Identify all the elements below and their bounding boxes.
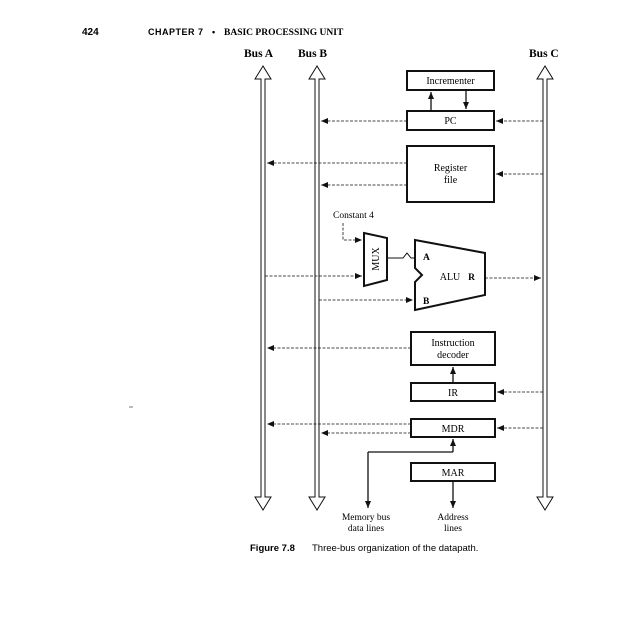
constant-4-label: Constant 4 (333, 211, 374, 221)
page-number: 424 (82, 27, 99, 38)
alu-label: ALU (440, 272, 461, 283)
mux-block (363, 231, 388, 288)
alu-block (414, 238, 486, 312)
bus-a (254, 65, 272, 511)
bus-a-label: Bus A (244, 48, 274, 60)
figure-caption-number: Figure 7.8 (250, 543, 295, 554)
mux-to-alu-a-line (387, 252, 415, 259)
register-file-label-line2: file (444, 175, 458, 186)
mdr-label: MDR (442, 424, 465, 435)
bus-b (308, 65, 326, 511)
pc-label: PC (444, 116, 457, 127)
constant-4-to-mux-line (342, 223, 362, 243)
alu-input-a-label: A (423, 253, 430, 263)
bus-b-label: Bus B (298, 48, 327, 60)
bus-c-label: Bus C (529, 48, 559, 60)
mdr-register (410, 418, 496, 438)
mux-label: MUX (371, 247, 382, 271)
mar-label: MAR (442, 468, 465, 479)
instruction-decoder-block (410, 331, 496, 366)
address-lines-label-line1: Address (437, 513, 468, 523)
register-file-label-line1: Register (434, 163, 468, 174)
instruction-decoder-label-line2: decoder (437, 350, 469, 361)
chapter-label: CHAPTER 7 (148, 27, 204, 37)
incrementer-label: Incrementer (426, 76, 475, 87)
header-separator: • (212, 27, 216, 37)
figure-caption-text: Three-bus organization of the datapath. (312, 543, 478, 554)
memory-bus-label-line2: data lines (348, 524, 384, 534)
instruction-decoder-label-line1: Instruction (431, 338, 474, 349)
chapter-title: BASIC PROCESSING UNIT (224, 28, 344, 38)
memory-bus-label-line1: Memory bus (342, 513, 391, 523)
bus-c (536, 65, 554, 511)
address-lines-label-line2: lines (444, 524, 462, 534)
ir-label: IR (448, 388, 458, 399)
incrementer-block (406, 70, 495, 91)
alu-output-r-label: R (468, 273, 475, 283)
alu-input-b-label: B (423, 297, 430, 307)
register-file-block (406, 145, 495, 203)
pc-register (406, 110, 495, 131)
